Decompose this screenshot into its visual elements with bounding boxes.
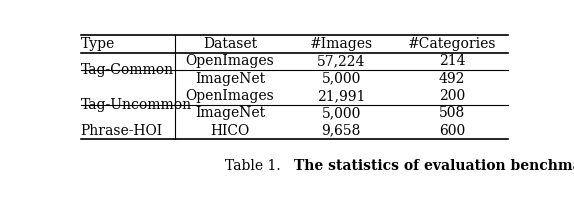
Text: Table 1.: Table 1. — [224, 159, 294, 173]
Text: Phrase-HOI: Phrase-HOI — [80, 123, 163, 137]
Text: 492: 492 — [439, 72, 466, 86]
Text: 214: 214 — [439, 54, 466, 68]
Text: HICO: HICO — [211, 123, 250, 137]
Text: Type: Type — [80, 37, 115, 51]
Text: OpenImages: OpenImages — [186, 89, 274, 103]
Text: 508: 508 — [439, 106, 466, 120]
Text: 5,000: 5,000 — [321, 72, 361, 86]
Text: Tag-Common: Tag-Common — [80, 63, 174, 77]
Text: 5,000: 5,000 — [321, 106, 361, 120]
Text: 600: 600 — [439, 123, 466, 137]
Text: The statistics of evaluation benchmarks.: The statistics of evaluation benchmarks. — [294, 159, 574, 173]
Text: ImageNet: ImageNet — [195, 106, 265, 120]
Text: Tag-Uncommon: Tag-Uncommon — [80, 98, 192, 112]
Text: #Images: #Images — [309, 37, 373, 51]
Text: #Categories: #Categories — [408, 37, 497, 51]
Text: 200: 200 — [439, 89, 466, 103]
Text: 57,224: 57,224 — [317, 54, 365, 68]
Text: Dataset: Dataset — [203, 37, 257, 51]
Text: OpenImages: OpenImages — [186, 54, 274, 68]
Text: ImageNet: ImageNet — [195, 72, 265, 86]
Text: 21,991: 21,991 — [317, 89, 365, 103]
Text: 9,658: 9,658 — [321, 123, 361, 137]
